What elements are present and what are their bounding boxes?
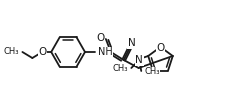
Text: O: O [156, 43, 164, 53]
Text: CH₃: CH₃ [112, 64, 128, 74]
Text: NH: NH [97, 47, 112, 57]
Text: CH₃: CH₃ [4, 47, 19, 56]
Text: N: N [135, 55, 143, 65]
Text: N: N [127, 38, 135, 48]
Text: O: O [38, 47, 46, 57]
Text: O: O [96, 33, 104, 43]
Text: CH₃: CH₃ [144, 67, 159, 76]
